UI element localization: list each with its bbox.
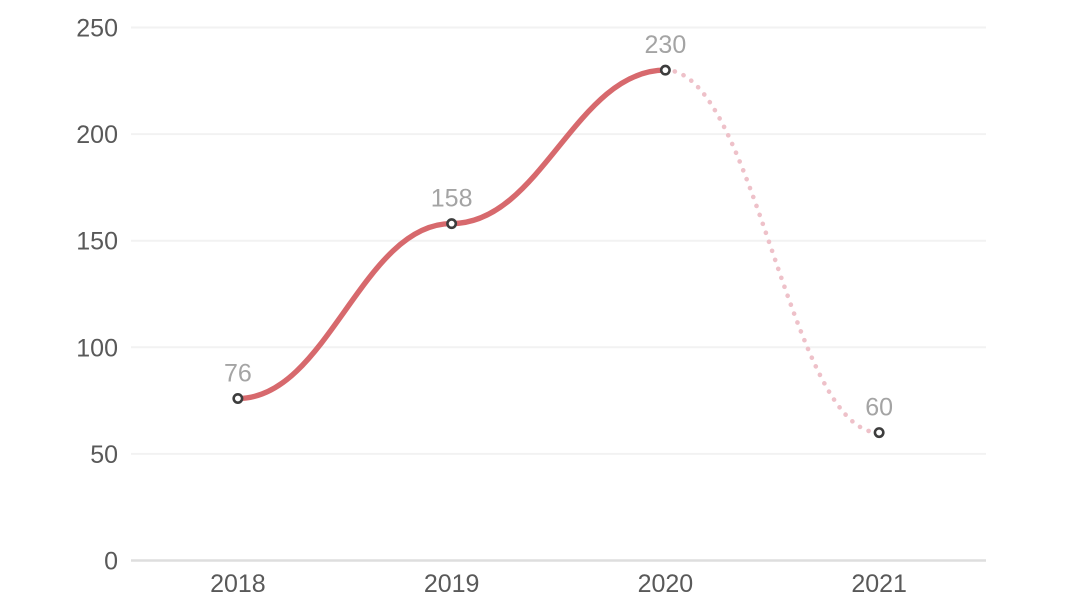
y-tick-label: 50: [90, 441, 118, 469]
data-point-label: 76: [224, 359, 252, 387]
y-tick-label: 250: [76, 15, 118, 43]
y-tick-label: 200: [76, 121, 118, 149]
series-line-dotted: [663, 67, 882, 435]
series-line-solid: [235, 67, 669, 402]
markers-group: [232, 64, 885, 439]
y-tick-label: 150: [76, 228, 118, 256]
data-point-label: 60: [865, 394, 893, 422]
series-group: [235, 67, 882, 435]
data-point-marker: [446, 218, 458, 230]
y-tick-label: 0: [104, 548, 118, 576]
data-point-label: 158: [431, 185, 473, 213]
data-point-label: 230: [645, 31, 687, 59]
data-point-marker: [659, 64, 671, 76]
labels-group: 0 50 100 150 200 250 2018 2019 2020 2021 76 158 230 6…: [76, 15, 907, 599]
data-point-marker: [873, 427, 885, 439]
x-tick-label: 2020: [638, 570, 694, 598]
x-tick-label: 2021: [851, 570, 907, 598]
x-tick-label: 2019: [424, 570, 480, 598]
data-point-marker: [232, 392, 244, 404]
y-tick-label: 100: [76, 334, 118, 362]
x-tick-label: 2018: [210, 570, 266, 598]
gridlines-group: [131, 26, 986, 455]
